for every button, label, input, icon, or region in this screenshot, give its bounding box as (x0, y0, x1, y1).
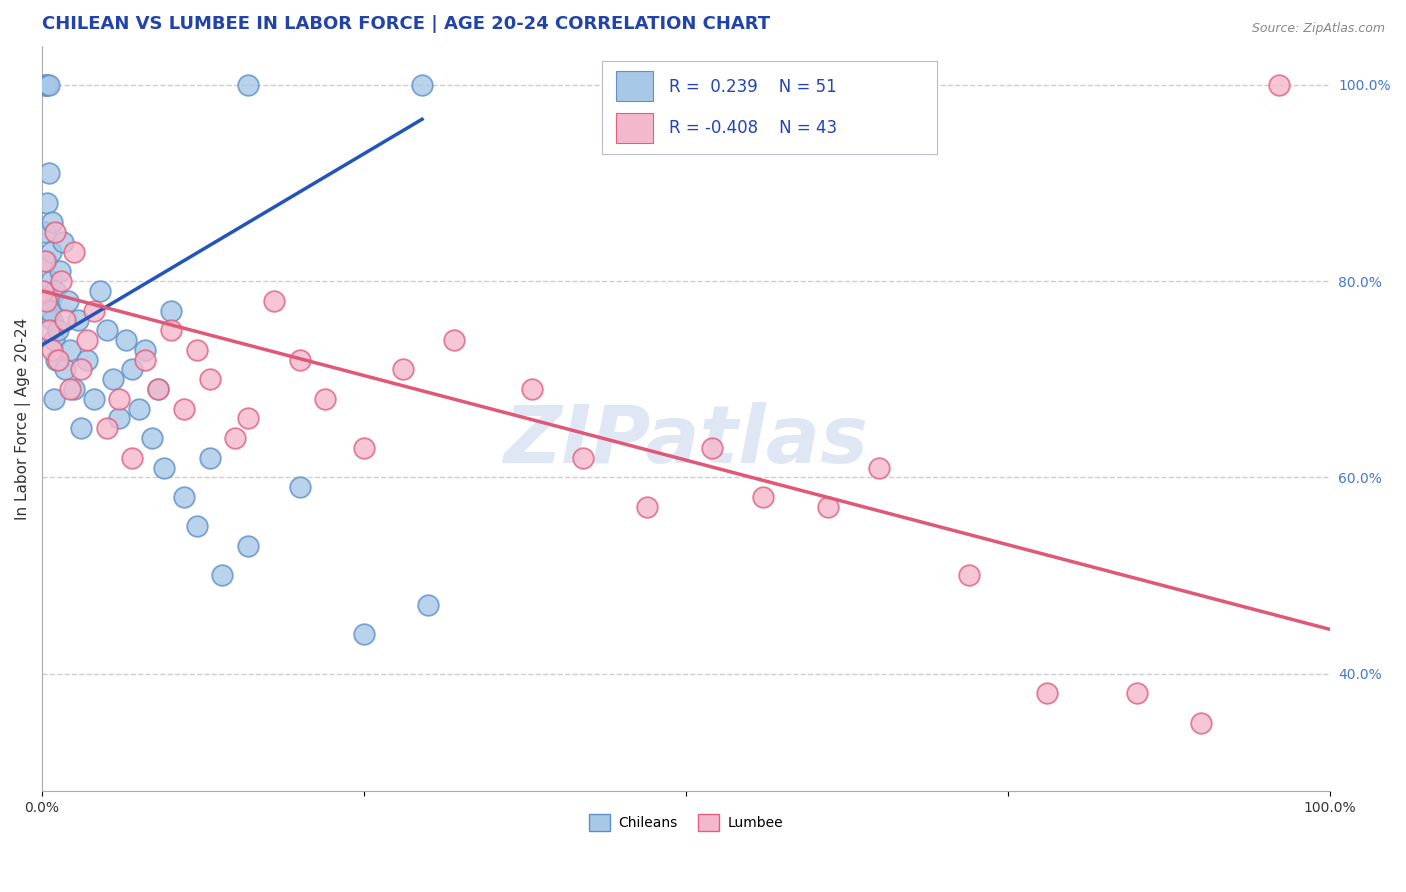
Point (34, 254, 56, 268)
Point (153, 460, 176, 475)
Text: ZIPatlas: ZIPatlas (503, 401, 869, 480)
Point (173, 401, 195, 416)
Point (211, 568, 233, 582)
Point (443, 333, 465, 347)
Point (39, 244, 62, 259)
Point (41, 215, 63, 229)
Point (53, 362, 76, 376)
Point (141, 431, 163, 445)
Point (46, 352, 69, 367)
Point (1267, 78, 1289, 92)
Point (238, 539, 260, 553)
Point (263, 293, 285, 308)
Point (520, 382, 543, 396)
Text: CHILEAN VS LUMBEE IN LABOR FORCE | AGE 20-24 CORRELATION CHART: CHILEAN VS LUMBEE IN LABOR FORCE | AGE 2… (42, 15, 770, 33)
Point (76, 352, 98, 367)
Point (63, 382, 86, 396)
Point (38, 166, 60, 180)
Point (59, 343, 82, 357)
Point (83, 392, 105, 406)
Text: Source: ZipAtlas.com: Source: ZipAtlas.com (1251, 22, 1385, 36)
Point (224, 431, 246, 445)
Point (41, 343, 63, 357)
Point (198, 372, 221, 386)
Legend: Chileans, Lumbee: Chileans, Lumbee (583, 808, 789, 837)
Point (96, 421, 118, 435)
Point (39, 274, 62, 288)
Point (38, 293, 60, 308)
Point (89, 284, 111, 298)
Point (34, 225, 56, 239)
Point (38, 303, 60, 318)
Point (186, 519, 208, 533)
Point (34, 78, 56, 92)
Point (53, 313, 76, 327)
Point (817, 500, 839, 514)
Point (238, 411, 260, 425)
Point (76, 333, 98, 347)
Point (121, 362, 143, 376)
Point (42, 392, 65, 406)
Point (391, 362, 413, 376)
Point (636, 500, 658, 514)
Point (44, 225, 66, 239)
Point (38, 323, 60, 337)
Point (114, 333, 136, 347)
Point (45, 352, 67, 367)
Point (41, 313, 63, 327)
Point (134, 352, 156, 367)
Point (108, 411, 131, 425)
Point (700, 441, 723, 455)
Point (146, 382, 169, 396)
Point (38, 78, 60, 92)
Point (35, 254, 58, 268)
Point (868, 460, 890, 475)
Point (52, 235, 75, 249)
Point (56, 293, 79, 308)
Point (128, 401, 150, 416)
Point (44, 284, 66, 298)
Point (69, 362, 91, 376)
Point (35, 78, 58, 92)
Point (101, 372, 124, 386)
Point (314, 392, 336, 406)
Point (160, 323, 183, 337)
Point (96, 323, 118, 337)
Point (353, 627, 375, 641)
Point (51, 274, 73, 288)
Point (1035, 686, 1057, 700)
Point (63, 244, 86, 259)
Point (121, 450, 143, 465)
Point (108, 392, 131, 406)
Point (411, 78, 433, 92)
Point (418, 598, 440, 612)
Point (238, 78, 260, 92)
Y-axis label: In Labor Force | Age 20-24: In Labor Force | Age 20-24 (15, 318, 31, 520)
Point (35, 293, 58, 308)
Point (69, 421, 91, 435)
Point (173, 490, 195, 504)
Point (46, 323, 69, 337)
Point (32, 284, 55, 298)
Point (288, 352, 311, 367)
Point (1189, 715, 1212, 730)
Point (186, 343, 208, 357)
Point (288, 480, 311, 494)
Point (572, 450, 595, 465)
Point (37, 195, 59, 210)
Point (134, 343, 156, 357)
Point (83, 303, 105, 318)
Point (67, 313, 90, 327)
Point (198, 450, 221, 465)
Point (353, 441, 375, 455)
Point (752, 490, 775, 504)
Point (59, 382, 82, 396)
Point (42, 333, 65, 347)
Point (146, 382, 169, 396)
Point (49, 264, 72, 278)
Point (37, 78, 59, 92)
Point (957, 568, 980, 582)
Point (160, 303, 183, 318)
Point (1126, 686, 1149, 700)
